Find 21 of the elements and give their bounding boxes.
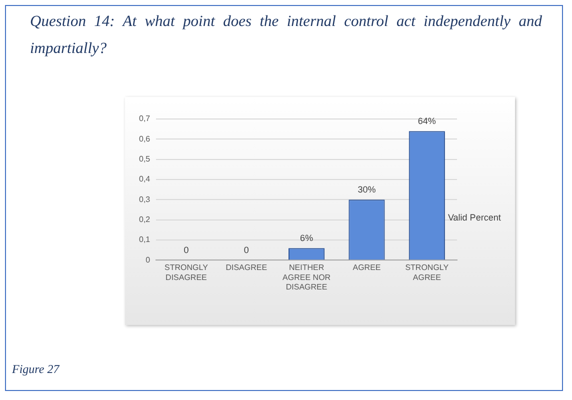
y-tick-label: 0,1: [138, 235, 151, 244]
data-label: 6%: [300, 233, 314, 244]
data-label: 30%: [358, 184, 376, 195]
x-tick-label: DISAGREE: [226, 263, 268, 272]
x-tick-label: NEITHER AGREE NOR DISAGREE: [282, 263, 331, 292]
y-tick-label: 0,6: [138, 134, 151, 144]
data-label: 64%: [418, 116, 436, 126]
y-tick-label: 0,2: [138, 215, 151, 224]
y-tick-label: 0: [146, 255, 151, 264]
y-tick-label: 0,5: [138, 154, 151, 164]
chart-title: Question 14: At what point does the internal control act independently and impartially?: [30, 12, 542, 59]
series-label: Valid Percent: [448, 212, 502, 222]
y-tick-label: 0,3: [138, 194, 151, 204]
x-tick-label: STRONGLY DISAGREE: [164, 263, 209, 282]
x-tick-label: AGREE: [352, 263, 381, 272]
caption: Figure 27: [12, 362, 60, 377]
y-tick-label: 0,4: [138, 174, 151, 184]
y-tick-label: 0,7: [138, 114, 151, 124]
data-label: 0: [244, 245, 249, 256]
x-tick-label: STRONGLY AGREE: [405, 263, 450, 282]
data-label: 0: [184, 245, 189, 256]
